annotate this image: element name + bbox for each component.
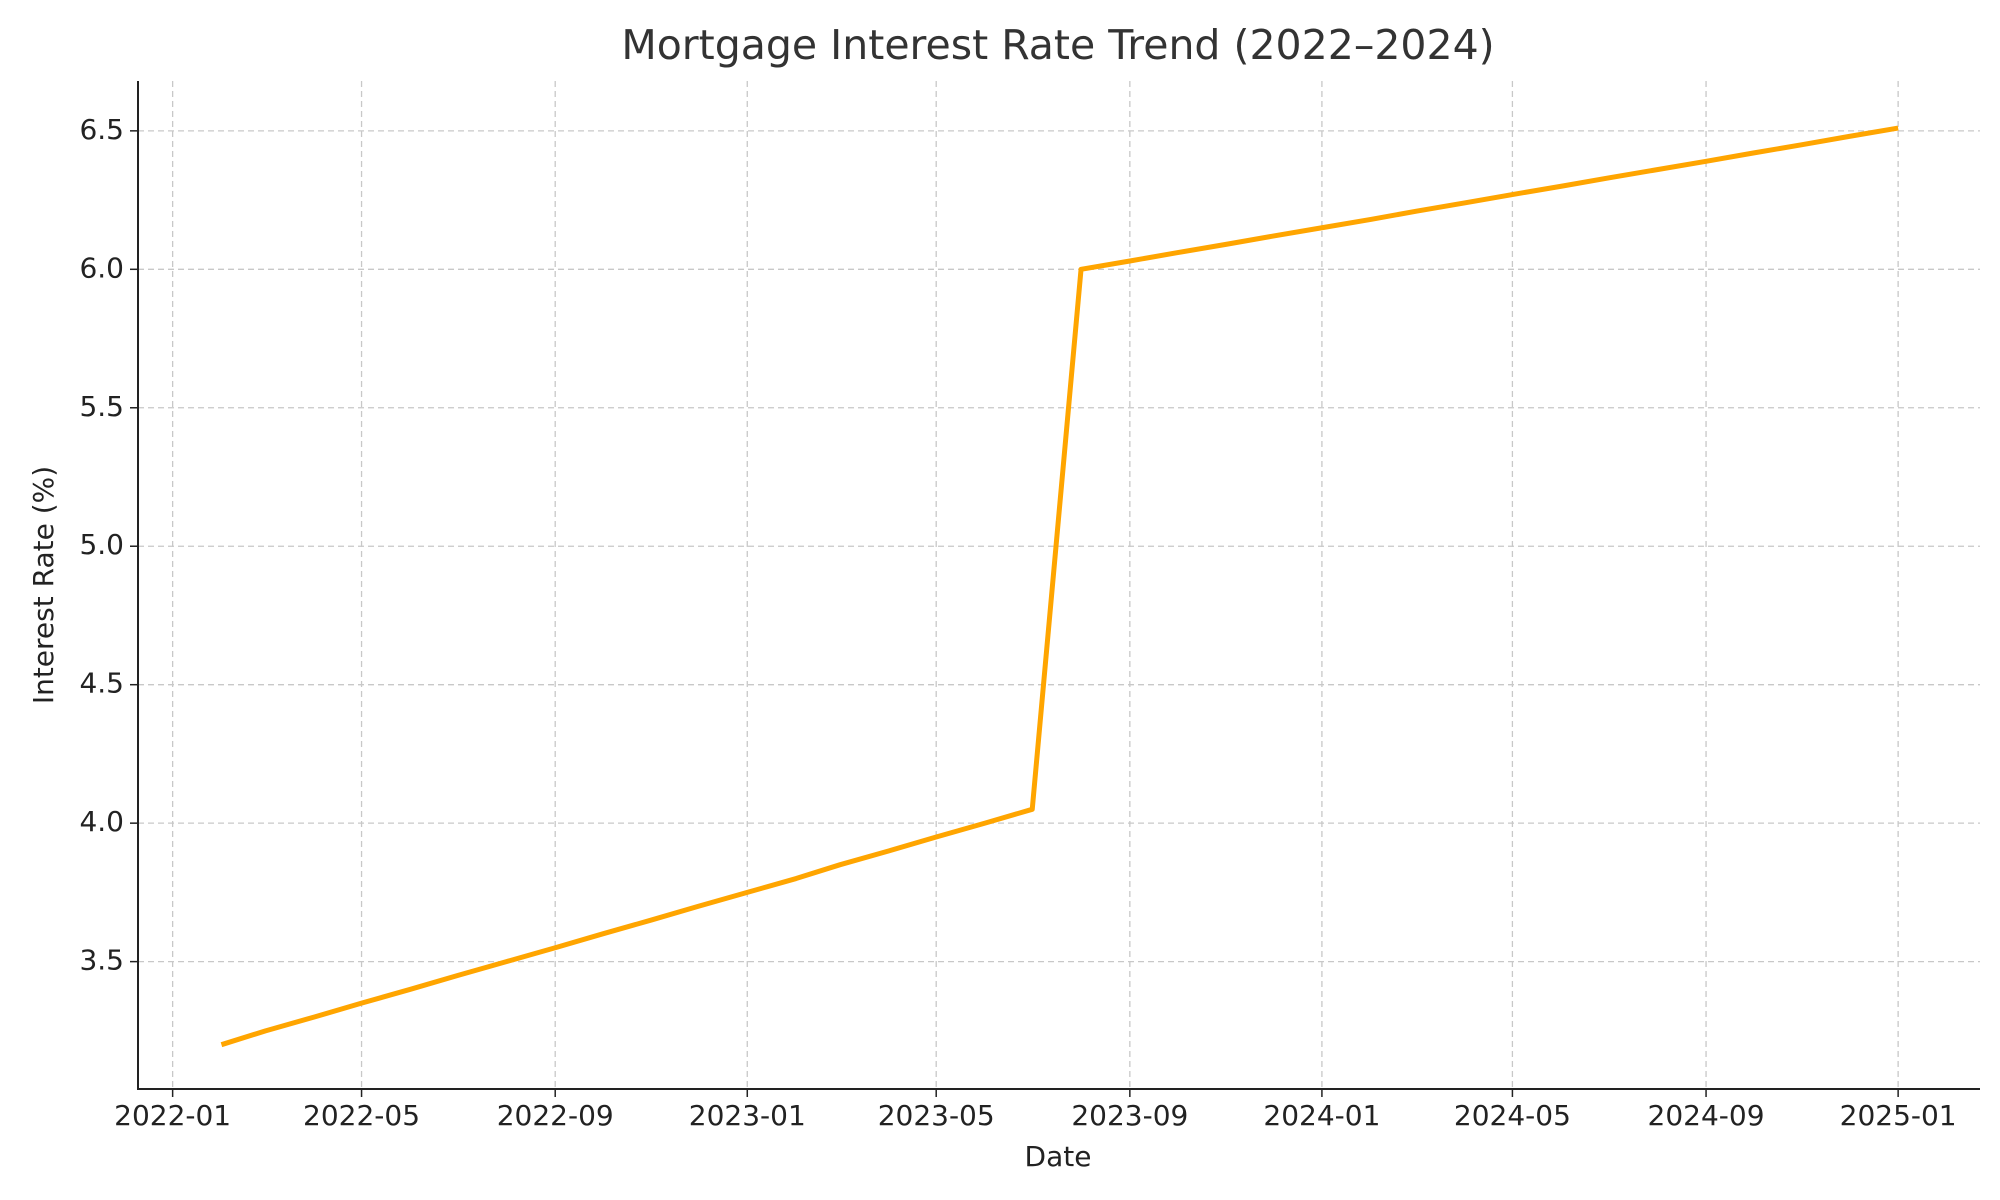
data-line <box>220 125 1899 1048</box>
x-tick-label: 2022-01 <box>114 1099 231 1132</box>
y-tick-label: 6.0 <box>79 251 124 284</box>
x-axis-label: Date <box>1025 1140 1092 1173</box>
axis-spine <box>137 81 1980 1090</box>
y-tick-label: 6.5 <box>79 113 124 146</box>
x-tick-label: 2023-05 <box>878 1099 995 1132</box>
x-tick-label: 2025-01 <box>1840 1099 1957 1132</box>
x-tick-label: 2024-01 <box>1263 1099 1380 1132</box>
x-tick-label: 2024-09 <box>1648 1099 1765 1132</box>
y-tick-label: 5.5 <box>79 390 124 423</box>
y-tick-label: 3.5 <box>79 944 124 977</box>
y-axis-label: Interest Rate (%) <box>27 466 60 704</box>
x-tick-label: 2023-09 <box>1071 1099 1188 1132</box>
x-tick-label: 2023-01 <box>689 1099 806 1132</box>
y-tick-label: 4.5 <box>79 667 124 700</box>
chart-title: Mortgage Interest Rate Trend (2022–2024) <box>621 21 1494 69</box>
y-tick-label: 5.0 <box>79 528 124 561</box>
y-tick-label: 4.0 <box>79 805 124 838</box>
x-tick-label: 2024-05 <box>1454 1099 1571 1132</box>
x-tick-label: 2022-09 <box>497 1099 614 1132</box>
x-tick-label: 2022-05 <box>303 1099 420 1132</box>
